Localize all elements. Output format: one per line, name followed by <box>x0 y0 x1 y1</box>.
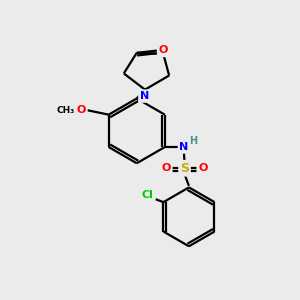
Text: CH₃: CH₃ <box>56 106 74 115</box>
Text: Cl: Cl <box>142 190 154 200</box>
Text: O: O <box>76 105 86 115</box>
Text: O: O <box>159 46 168 56</box>
Text: O: O <box>198 163 208 173</box>
Text: S: S <box>180 162 189 175</box>
Text: H: H <box>189 136 197 146</box>
Text: N: N <box>140 91 149 101</box>
Text: O: O <box>162 163 171 173</box>
Text: N: N <box>179 142 189 152</box>
